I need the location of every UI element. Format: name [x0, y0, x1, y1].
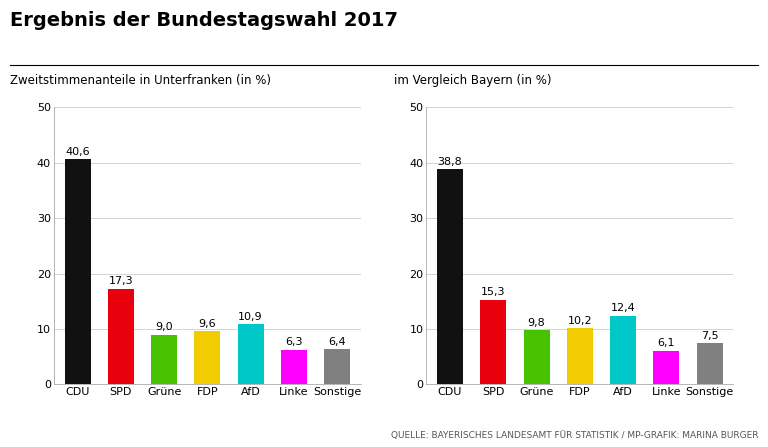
Bar — [324, 349, 350, 384]
Bar — [151, 334, 177, 384]
Bar — [524, 330, 550, 384]
Bar — [567, 328, 593, 384]
Text: 10,2: 10,2 — [568, 316, 592, 326]
Text: 15,3: 15,3 — [481, 287, 505, 297]
Text: 10,9: 10,9 — [238, 312, 263, 322]
Text: im Vergleich Bayern (in %): im Vergleich Bayern (in %) — [394, 74, 551, 87]
Bar — [654, 350, 680, 384]
Text: 12,4: 12,4 — [611, 304, 635, 313]
Bar — [237, 324, 263, 384]
Bar — [281, 350, 307, 384]
Bar — [194, 331, 220, 384]
Text: 6,4: 6,4 — [329, 337, 346, 347]
Text: Ergebnis der Bundestagswahl 2017: Ergebnis der Bundestagswahl 2017 — [10, 11, 398, 30]
Text: 6,1: 6,1 — [657, 338, 675, 348]
Text: Zweitstimmenanteile in Unterfranken (in %): Zweitstimmenanteile in Unterfranken (in … — [10, 74, 271, 87]
Text: 7,5: 7,5 — [701, 331, 718, 341]
Text: 38,8: 38,8 — [438, 157, 462, 167]
Bar — [480, 299, 506, 384]
Text: 17,3: 17,3 — [108, 276, 133, 287]
Bar — [65, 160, 91, 384]
Text: 40,6: 40,6 — [65, 147, 90, 157]
Text: 9,6: 9,6 — [199, 319, 216, 329]
Bar — [437, 169, 463, 384]
Text: 9,0: 9,0 — [155, 322, 173, 332]
Text: 6,3: 6,3 — [285, 337, 303, 347]
Bar — [108, 288, 134, 384]
Text: QUELLE: BAYERISCHES LANDESAMT FÜR STATISTIK / MP-GRAFIK: MARINA BURGER: QUELLE: BAYERISCHES LANDESAMT FÜR STATIS… — [390, 431, 758, 440]
Bar — [697, 343, 723, 384]
Text: 9,8: 9,8 — [528, 318, 545, 328]
Bar — [610, 316, 636, 384]
